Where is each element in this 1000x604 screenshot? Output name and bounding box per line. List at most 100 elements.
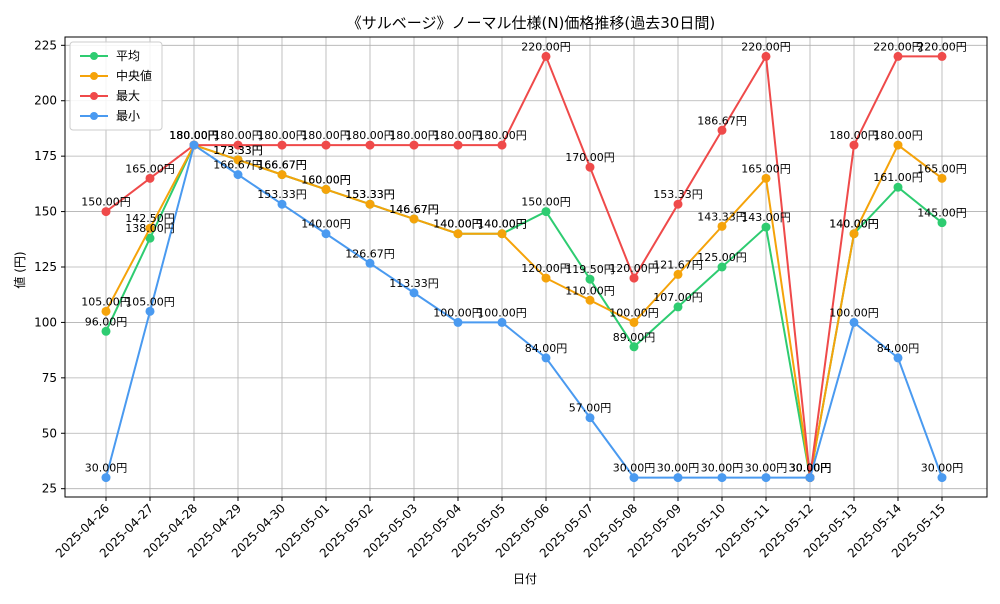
data-point-max	[761, 51, 771, 61]
data-point-max	[145, 173, 155, 183]
data-label-max: 220.00円	[917, 40, 967, 53]
series-line-median	[105, 143, 943, 478]
data-point-median	[321, 184, 331, 194]
data-label-max: 180.00円	[477, 129, 527, 142]
data-point-average	[585, 274, 595, 284]
data-point-max	[101, 207, 111, 217]
data-point-average	[937, 218, 947, 228]
data-label-min: 180.00円	[169, 129, 219, 142]
y-axis-label: 値 (円)	[12, 251, 27, 288]
data-label-median: 173.33円	[213, 144, 263, 157]
data-point-average	[541, 207, 551, 217]
series-line-min	[105, 143, 943, 479]
data-point-median	[893, 140, 903, 150]
data-point-average	[673, 302, 683, 312]
legend-item-median: 中央値	[80, 68, 152, 83]
y-tick-label: 125	[34, 260, 57, 274]
data-point-min	[277, 199, 287, 209]
legend-marker-average	[90, 52, 98, 60]
data-label-median: 121.67円	[653, 258, 703, 271]
data-label-average: 161.00円	[873, 171, 923, 184]
series-lines	[101, 51, 947, 483]
y-tick-label: 200	[34, 94, 57, 108]
data-label-average: 138.00円	[125, 222, 175, 235]
data-point-min	[717, 473, 727, 483]
data-label-min: 84.00円	[877, 342, 920, 355]
legend-marker-max	[90, 92, 98, 100]
y-tick-label: 175	[34, 149, 57, 163]
legend-label-median: 中央値	[116, 68, 152, 83]
data-point-min	[673, 473, 683, 483]
data-label-max: 186.67円	[697, 114, 747, 127]
data-point-median	[673, 269, 683, 279]
data-label-max: 180.00円	[829, 129, 879, 142]
data-point-min	[233, 170, 243, 180]
data-label-max: 165.00円	[125, 162, 175, 175]
data-point-max	[409, 140, 419, 150]
data-label-min: 100.00円	[477, 306, 527, 319]
data-point-median	[849, 229, 859, 239]
data-point-min	[805, 473, 815, 483]
y-tick-labels: 25 50 75 100 125 150 175 200 225	[34, 38, 65, 496]
data-point-max	[321, 140, 331, 150]
data-point-min	[937, 473, 947, 483]
data-label-median: 146.67円	[389, 203, 439, 216]
data-label-average: 146.67円	[389, 203, 439, 216]
data-label-median: 165.00円	[917, 162, 967, 175]
data-point-min	[453, 317, 463, 327]
data-point-max	[849, 140, 859, 150]
data-label-max: 180.00円	[345, 129, 395, 142]
legend-marker-min	[90, 112, 98, 120]
legend-label-min: 最小	[116, 109, 140, 123]
data-point-min	[189, 140, 199, 150]
data-point-min	[849, 317, 859, 327]
data-label-median: 142.50円	[125, 212, 175, 225]
data-label-median: 165.00円	[741, 162, 791, 175]
data-point-min	[893, 353, 903, 363]
legend-label-max: 最大	[116, 89, 140, 103]
data-label-min: 30.00円	[85, 462, 128, 475]
data-point-median	[937, 173, 947, 183]
data-point-max	[717, 125, 727, 135]
data-point-max	[365, 140, 375, 150]
data-label-median: 160.00円	[301, 173, 351, 186]
data-point-median	[541, 273, 551, 283]
data-point-median	[409, 214, 419, 224]
data-label-max: 180.00円	[433, 129, 483, 142]
data-label-max: 153.33円	[653, 188, 703, 201]
data-label-median: 105.00円	[81, 295, 131, 308]
data-point-max	[673, 199, 683, 209]
data-point-average	[717, 262, 727, 272]
data-label-average: 173.33円	[213, 144, 263, 157]
legend-marker-median	[90, 72, 98, 80]
data-point-median	[629, 317, 639, 327]
series-line-max	[105, 53, 942, 478]
data-point-min	[629, 473, 639, 483]
data-point-average	[145, 233, 155, 243]
data-labels: 96.00円138.00円180.00円173.33円166.67円160.00…	[81, 40, 967, 474]
data-label-max: 180.00円	[301, 129, 351, 142]
data-point-median	[717, 221, 727, 231]
data-label-average: 96.00円	[85, 315, 128, 328]
data-point-median	[761, 173, 771, 183]
data-point-min	[101, 473, 111, 483]
data-label-min: 30.00円	[657, 462, 700, 475]
x-axis-label: 日付	[513, 572, 537, 586]
legend-box	[69, 41, 163, 131]
data-label-max: 220.00円	[873, 40, 923, 53]
x-tick-labels: 2025-04-262025-04-272025-04-282025-04-29…	[53, 497, 948, 560]
data-label-median: 180.00円	[873, 129, 923, 142]
data-label-max: 120.00円	[609, 262, 659, 275]
data-label-max: 180.00円	[213, 129, 263, 142]
data-point-median	[365, 199, 375, 209]
data-point-average	[893, 182, 903, 192]
data-label-max: 220.00円	[521, 40, 571, 53]
legend-item-max: 最大	[80, 89, 140, 103]
data-label-average: 30.00円	[789, 462, 832, 475]
data-label-median: 140.00円	[477, 218, 527, 231]
data-point-median	[453, 229, 463, 239]
data-label-min: 100.00円	[433, 306, 483, 319]
data-point-max	[233, 140, 243, 150]
data-point-min	[145, 306, 155, 316]
